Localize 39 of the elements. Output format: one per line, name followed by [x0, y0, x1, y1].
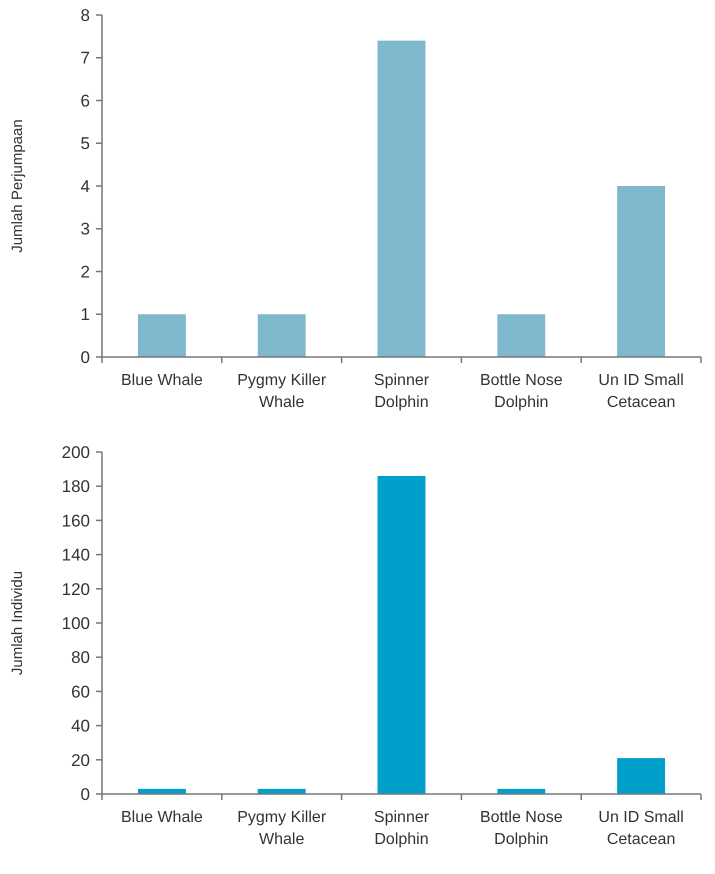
y-tick-label: 200	[62, 442, 90, 462]
x-tick-label: Blue Whale	[120, 372, 203, 389]
x-tick-label: Bottle Nose Dolphin	[480, 809, 563, 848]
y-tick-label: 7	[80, 48, 90, 68]
y-tick-label: 5	[80, 134, 90, 154]
x-tick-label: Bottle Nose Dolphin	[480, 372, 563, 411]
y-tick-label: 60	[71, 682, 90, 702]
bar	[378, 476, 426, 794]
bar	[258, 314, 306, 357]
bar	[378, 40, 426, 357]
x-tick-label: Spinner Dolphin	[374, 372, 430, 411]
x-tick-label: Un ID Small Cetacean	[598, 809, 684, 848]
x-tick-label: Un ID Small Cetacean	[598, 372, 684, 411]
bar	[617, 758, 666, 794]
bar	[617, 186, 666, 357]
y-tick-label: 8	[80, 6, 90, 25]
y-tick-label: 40	[71, 716, 90, 736]
bar	[497, 314, 546, 357]
y-tick-label: 6	[80, 91, 90, 110]
y-tick-label: 0	[80, 784, 90, 804]
x-tick-label: Pygmy Killer Whale	[237, 809, 327, 848]
y-tick-label: 3	[80, 220, 90, 239]
bar	[138, 314, 186, 357]
y-axis-title: Jumlah Individu	[9, 570, 26, 676]
y-tick-label: 20	[71, 750, 90, 770]
y-tick-label: 80	[71, 648, 90, 668]
y-tick-label: 140	[62, 546, 90, 565]
y-tick-label: 120	[62, 580, 90, 599]
y-tick-label: 180	[62, 477, 90, 496]
x-tick-label: Blue Whale	[120, 809, 203, 826]
y-tick-label: 160	[62, 511, 90, 530]
y-tick-label: 2	[80, 262, 90, 282]
x-tick-label: Pygmy Killer Whale	[237, 372, 327, 411]
y-tick-label: 100	[62, 614, 90, 633]
x-tick-label: Spinner Dolphin	[374, 809, 430, 848]
y-tick-label: 1	[80, 305, 90, 324]
y-tick-label: 4	[80, 176, 90, 196]
y-tick-label: 0	[80, 348, 90, 367]
y-axis-title: Jumlah Perjumpaan	[9, 119, 26, 253]
